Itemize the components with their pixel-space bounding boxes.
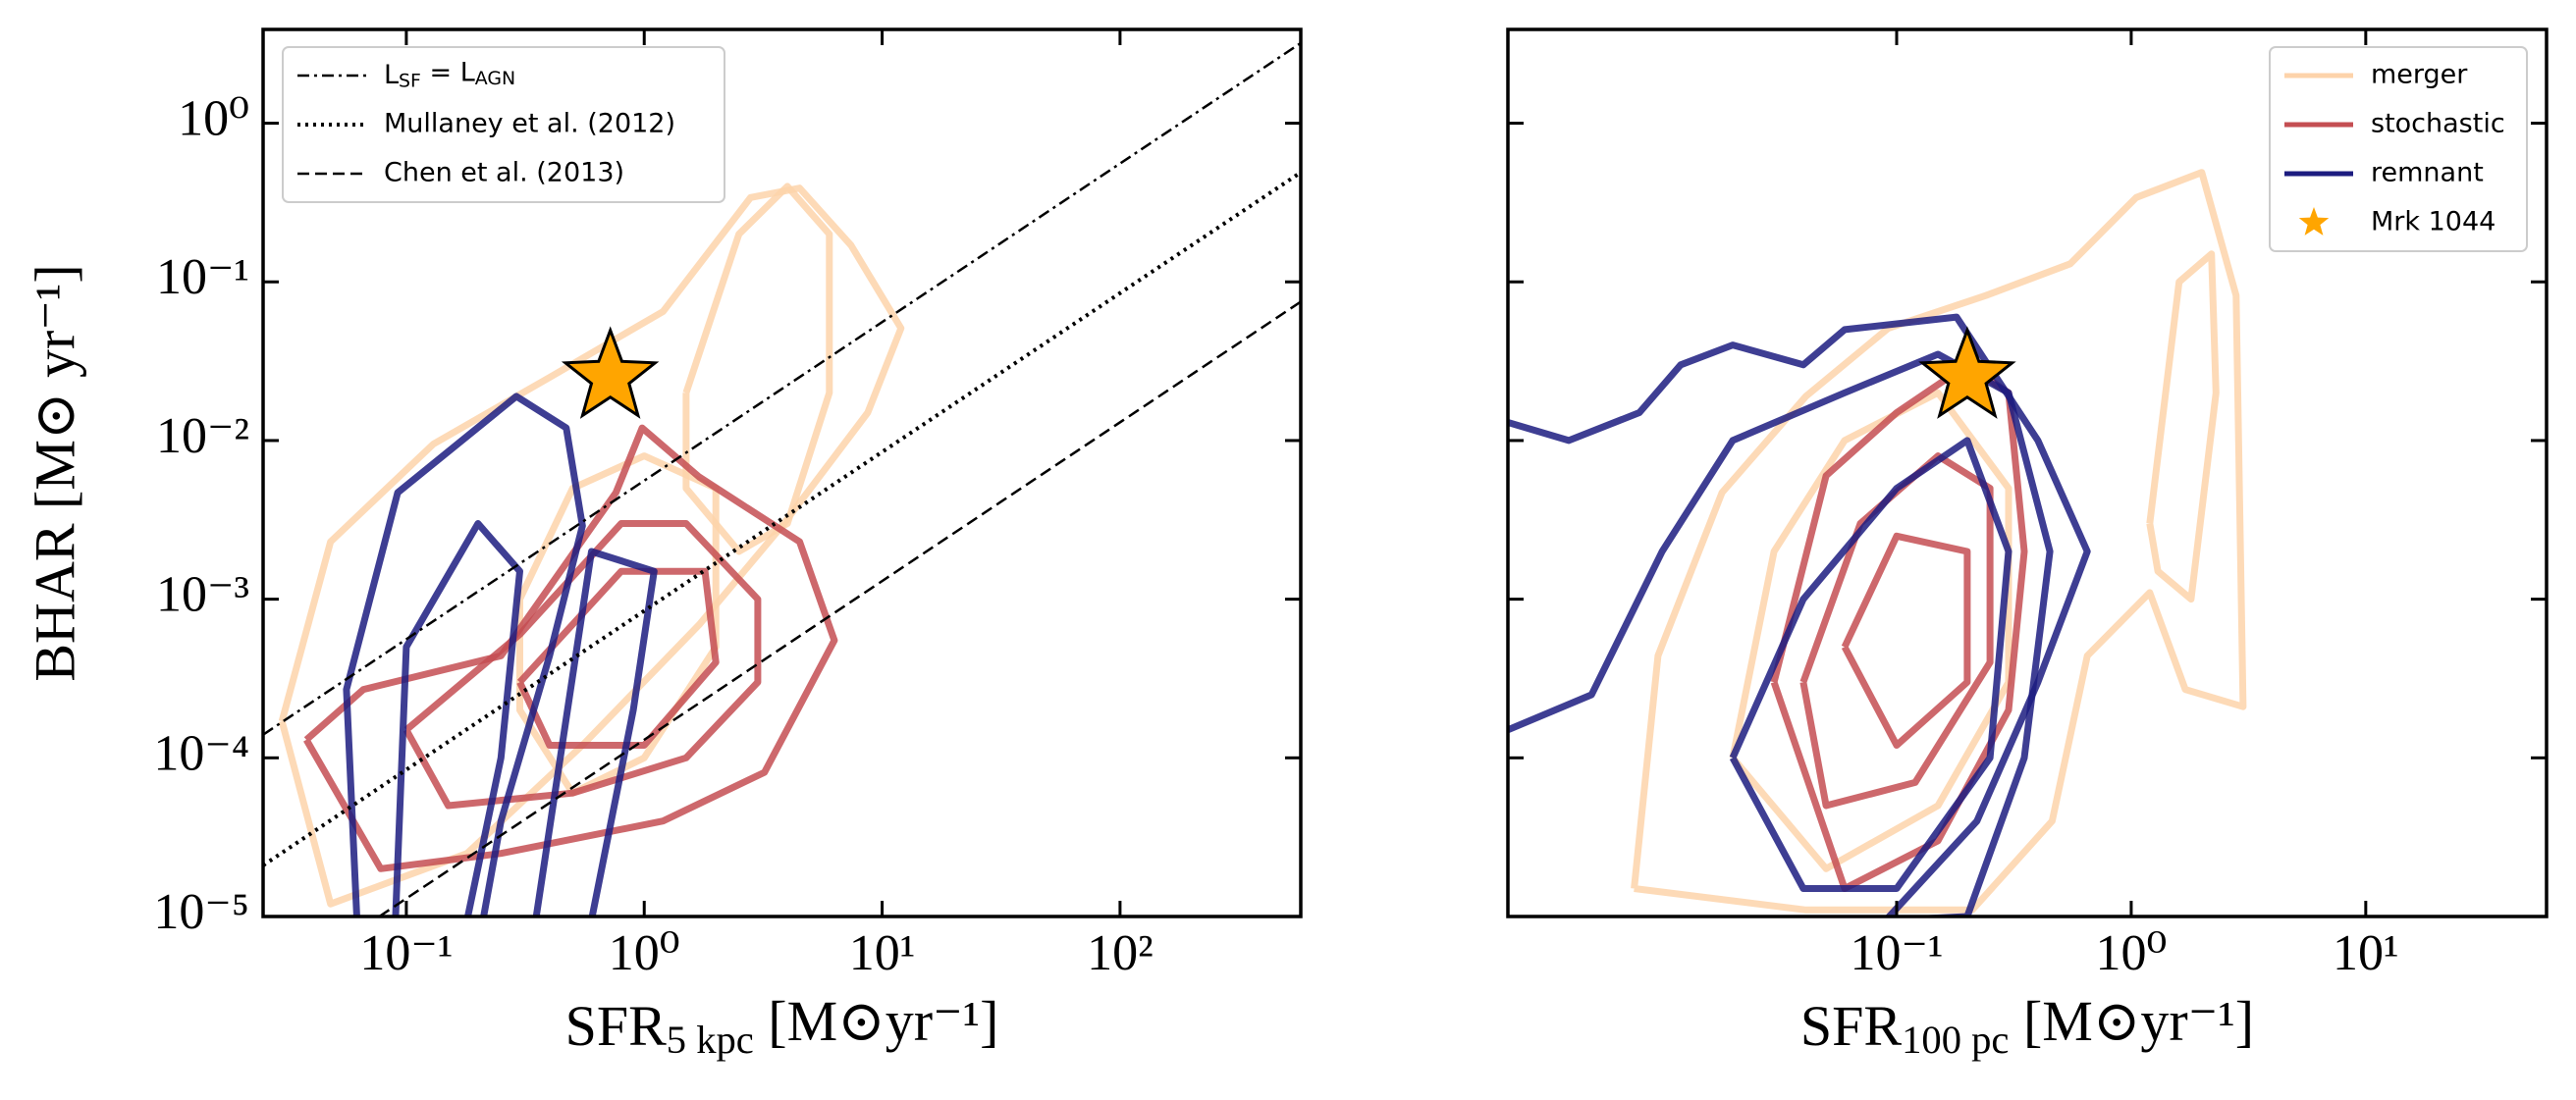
star-marker bbox=[561, 326, 660, 419]
axes-frame bbox=[1506, 27, 2549, 918]
legend-label: Chen et al. (2013) bbox=[384, 158, 624, 188]
legend-label-part: AGN bbox=[475, 68, 515, 89]
contour bbox=[516, 567, 720, 749]
contour bbox=[1508, 350, 2054, 917]
y-tick-label: 10⁻⁵ bbox=[153, 884, 249, 940]
x-axis-label: SFR100 pc [M⊙yr⁻¹] bbox=[1800, 989, 2254, 1062]
y-tick-label: 10⁻² bbox=[156, 408, 249, 464]
legend-box bbox=[2269, 46, 2528, 252]
axes-frame bbox=[261, 27, 1303, 918]
y-tick-label: 10⁻³ bbox=[156, 567, 249, 623]
reference-line bbox=[263, 171, 1301, 867]
x-axis-label-part: SFR bbox=[565, 994, 668, 1058]
legend-star bbox=[2298, 207, 2330, 236]
x-tick-label: 10⁻¹ bbox=[1850, 925, 1943, 981]
legend-label-part: = L bbox=[421, 57, 475, 87]
x-axis-label-part: SFR bbox=[1800, 994, 1903, 1058]
x-tick-label: 10² bbox=[1087, 925, 1154, 981]
y-axis-label: BHAR [M⊙ yr⁻¹] bbox=[23, 264, 86, 681]
contour bbox=[303, 424, 838, 872]
plot-area bbox=[263, 41, 1301, 917]
contour bbox=[1799, 452, 1994, 810]
contour bbox=[343, 393, 586, 917]
contour bbox=[1729, 437, 2012, 892]
y-tick-label: 10⁻⁴ bbox=[153, 725, 249, 781]
x-axis-label-part: 100 pc bbox=[1902, 1018, 2009, 1062]
legend-label: Mullaney et al. (2012) bbox=[384, 109, 675, 139]
x-axis-label-part: [M⊙yr⁻¹] bbox=[754, 989, 999, 1053]
legend-box bbox=[282, 46, 725, 203]
legend-label: Mrk 1044 bbox=[2371, 207, 2496, 237]
contour bbox=[1841, 532, 1971, 749]
contour bbox=[278, 184, 905, 908]
x-tick-label: 10¹ bbox=[2333, 925, 2399, 981]
contour bbox=[1770, 361, 2028, 892]
legend-label-part: L bbox=[384, 60, 399, 90]
x-tick-label: 10⁻¹ bbox=[359, 925, 453, 981]
contour bbox=[392, 520, 523, 917]
contour bbox=[682, 183, 833, 555]
legend-label: LSF = LAGN bbox=[384, 57, 515, 91]
x-tick-label: 10¹ bbox=[849, 925, 916, 981]
y-tick-label: 10⁻¹ bbox=[156, 249, 249, 305]
x-axis-label-part: 5 kpc bbox=[667, 1018, 754, 1062]
reference-line bbox=[263, 41, 1301, 736]
x-tick-label: 10⁰ bbox=[2095, 925, 2167, 981]
x-tick-label: 10⁰ bbox=[609, 925, 680, 981]
legend-label: remnant bbox=[2371, 158, 2484, 188]
star-marker bbox=[1918, 326, 2016, 419]
contour bbox=[2146, 250, 2220, 603]
contour bbox=[532, 548, 658, 917]
x-axis-label-part: [M⊙yr⁻¹] bbox=[2009, 989, 2254, 1053]
legend-label-part: SF bbox=[399, 70, 421, 91]
x-axis-label: SFR5 kpc [M⊙yr⁻¹] bbox=[565, 989, 999, 1062]
contour bbox=[1729, 389, 2012, 872]
legend-label: merger bbox=[2371, 60, 2468, 90]
y-tick-label: 10⁰ bbox=[178, 91, 249, 147]
reference-line bbox=[378, 300, 1301, 917]
contour bbox=[1508, 313, 2091, 917]
legend-label: stochastic bbox=[2371, 109, 2505, 139]
plot-area bbox=[1508, 169, 2247, 917]
